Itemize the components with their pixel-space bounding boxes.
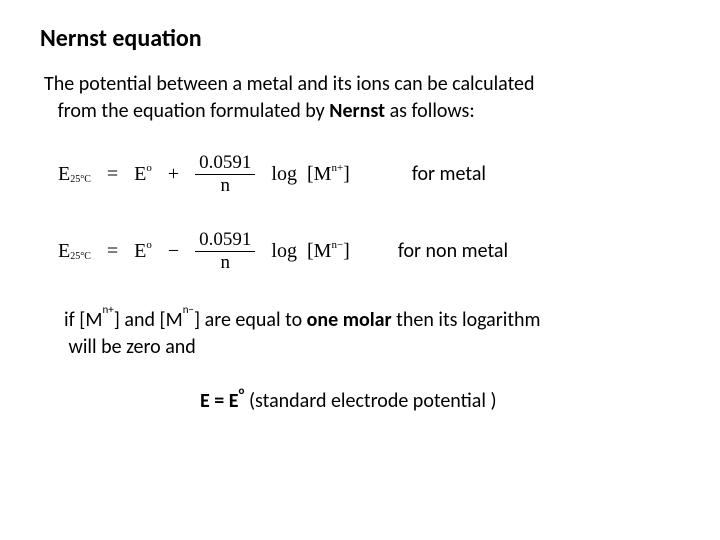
equation-metal-row: E25°C = Eo + 0.0591 n log [Mn+] for meta… bbox=[40, 153, 680, 196]
eq-fraction: 0.0591 n bbox=[195, 153, 255, 196]
eq-numerator2: 0.0591 bbox=[195, 230, 255, 252]
intro-nernst: Nernst bbox=[329, 99, 385, 123]
eq-Eo: E bbox=[134, 163, 146, 186]
slide: Nernst equation The potential between a … bbox=[0, 0, 720, 540]
eq-E: E bbox=[58, 163, 70, 186]
eq-eqsign: = bbox=[107, 163, 118, 186]
label-metal: for metal bbox=[412, 162, 486, 186]
eq-o2: o bbox=[146, 239, 152, 251]
note-sup1: n+ bbox=[102, 303, 113, 316]
intro-line2b: as follows: bbox=[385, 99, 475, 123]
eq-sub25: 25°C bbox=[70, 174, 91, 185]
note-3: ] are equal to bbox=[194, 308, 307, 332]
eq-o: o bbox=[146, 162, 152, 174]
equation-nonmetal-row: E25°C = Eo − 0.0591 n log [Mn−] for non … bbox=[40, 230, 680, 273]
eq-rbr2: ] bbox=[343, 240, 350, 263]
eq-denominator2: n bbox=[221, 252, 231, 273]
eq-plus: + bbox=[168, 163, 179, 186]
note-4: then its logarithm bbox=[392, 308, 541, 332]
final-1: E = E bbox=[200, 389, 239, 413]
title: Nernst equation bbox=[40, 24, 680, 53]
final-equation: E = Eo (standard electrode potential ) bbox=[40, 389, 680, 413]
condition-note: if [Mn+] and [Mn−] are equal to one mola… bbox=[40, 307, 680, 361]
eq-lbr2: [M bbox=[307, 240, 331, 263]
eq-log2: log bbox=[271, 240, 297, 263]
eq-fraction2: 0.0591 n bbox=[195, 230, 255, 273]
eq-numerator: 0.0591 bbox=[195, 153, 255, 175]
final-2: (standard electrode potential ) bbox=[244, 389, 496, 413]
eq-rbr: ] bbox=[343, 163, 350, 186]
note-2: ] and [M bbox=[114, 308, 183, 332]
eq-sup-minus: n− bbox=[331, 239, 343, 251]
intro-line2a: from the equation formulated by bbox=[58, 99, 330, 123]
note-1: if [M bbox=[64, 308, 102, 332]
eq-Eo2: E bbox=[134, 240, 146, 263]
eq-log: log bbox=[271, 163, 297, 186]
note-5: will be zero and bbox=[69, 335, 196, 359]
eq-minus: − bbox=[168, 240, 179, 263]
note-sup2: n− bbox=[183, 303, 194, 316]
equation-nonmetal: E25°C = Eo − 0.0591 n log [Mn−] bbox=[58, 230, 350, 273]
intro-line1: The potential between a metal and its io… bbox=[44, 72, 535, 96]
eq-lbr: [M bbox=[307, 163, 331, 186]
equation-metal: E25°C = Eo + 0.0591 n log [Mn+] bbox=[58, 153, 350, 196]
final-o: o bbox=[239, 384, 245, 397]
eq-sup-plus: n+ bbox=[331, 162, 343, 174]
intro-text: The potential between a metal and its io… bbox=[40, 71, 680, 125]
note-bold: one molar bbox=[307, 308, 392, 332]
eq-eqsign2: = bbox=[107, 240, 118, 263]
eq-sub25-2: 25°C bbox=[70, 251, 91, 262]
label-nonmetal: for non metal bbox=[398, 239, 508, 263]
eq-E2: E bbox=[58, 240, 70, 263]
eq-denominator: n bbox=[221, 175, 231, 196]
